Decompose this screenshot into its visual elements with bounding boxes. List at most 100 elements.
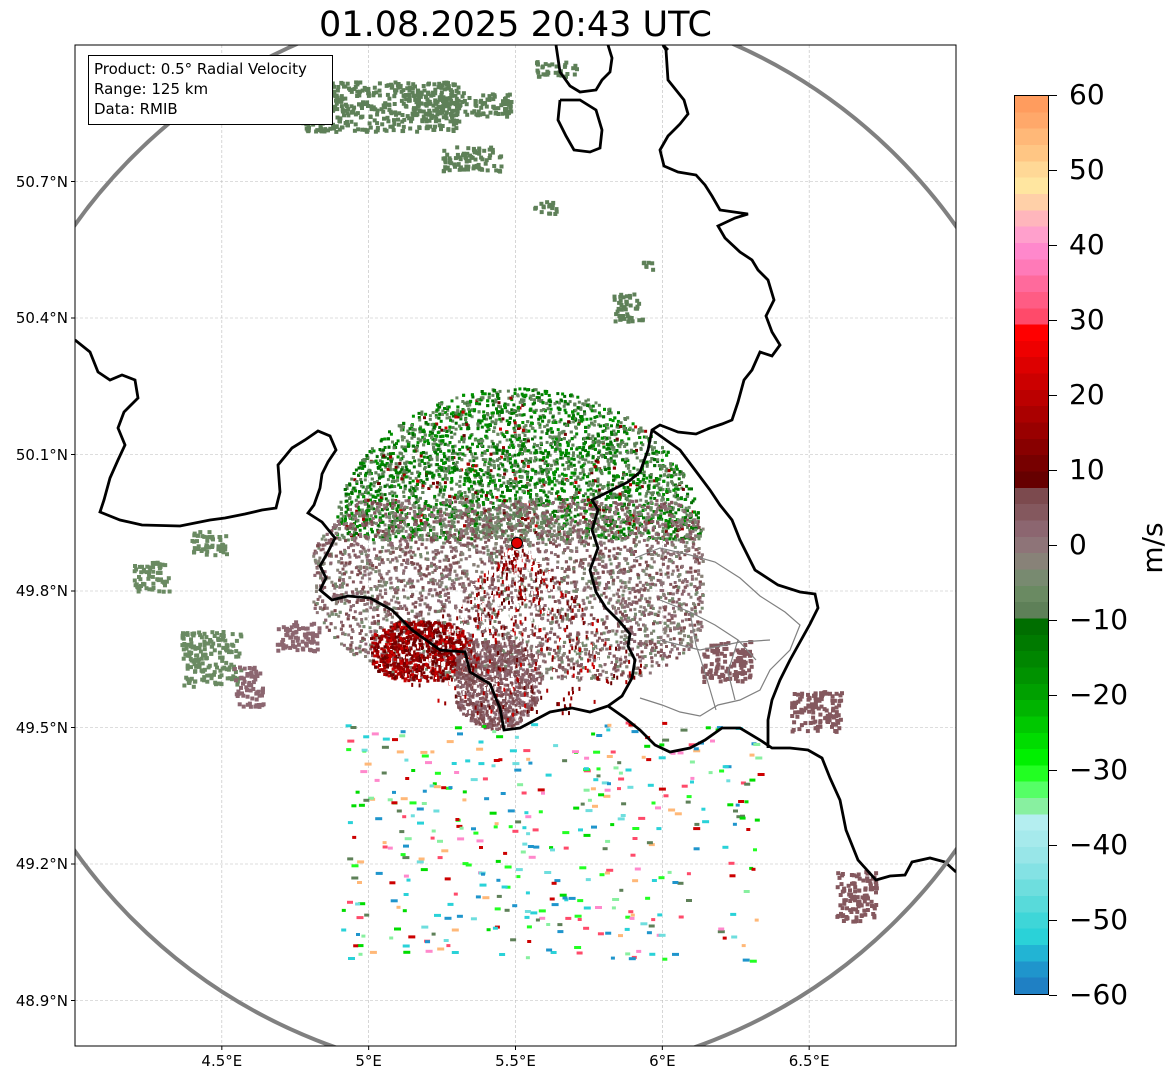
echo-pixel bbox=[649, 473, 653, 476]
echo-pixel bbox=[642, 477, 645, 481]
echo-pixel bbox=[395, 442, 398, 446]
echo-pixel bbox=[529, 488, 533, 492]
echo-pixel bbox=[364, 518, 368, 522]
echo-pixel bbox=[639, 459, 643, 463]
echo-pixel bbox=[505, 499, 509, 503]
echo-pixel bbox=[517, 515, 521, 519]
echo-pixel bbox=[497, 467, 501, 471]
echo-pixel bbox=[502, 511, 506, 515]
echo-pixel bbox=[547, 524, 551, 528]
echo-pixel bbox=[386, 437, 390, 441]
echo-pixel bbox=[397, 471, 401, 475]
echo-pixel bbox=[615, 437, 619, 441]
echo-pixel bbox=[601, 455, 605, 459]
echo-pixel bbox=[591, 404, 595, 408]
echo-pixel bbox=[535, 521, 539, 525]
echo-pixel bbox=[387, 445, 391, 449]
echo-pixel bbox=[569, 394, 572, 398]
echo-pixel bbox=[423, 416, 426, 420]
echo-pixel bbox=[555, 467, 559, 471]
echo-pixel bbox=[380, 534, 384, 538]
echo-pixel bbox=[632, 450, 636, 454]
echo-pixel bbox=[426, 422, 430, 426]
echo-pixel bbox=[697, 537, 701, 541]
echo-pixel bbox=[442, 531, 446, 534]
echo-pixel bbox=[537, 503, 541, 507]
echo-pixel bbox=[521, 484, 525, 488]
echo-pixel bbox=[628, 473, 632, 477]
echo-pixel bbox=[381, 474, 385, 478]
echo-pixel bbox=[515, 413, 519, 417]
echo-pixel bbox=[627, 522, 631, 525]
echo-pixel bbox=[622, 471, 626, 475]
echo-pixel bbox=[495, 530, 499, 534]
echo-pixel bbox=[597, 443, 601, 447]
echo-pixel bbox=[600, 472, 604, 476]
echo-pixel bbox=[560, 498, 563, 501]
echo-pixel bbox=[662, 493, 666, 496]
echo-pixel bbox=[601, 486, 605, 490]
echo-pixel bbox=[594, 528, 598, 532]
echo-pixel bbox=[549, 526, 553, 530]
echo-pixel bbox=[626, 451, 630, 455]
echo-pixel bbox=[485, 520, 489, 524]
echo-pixel bbox=[565, 518, 569, 522]
echo-pixel bbox=[513, 464, 516, 467]
echo-pixel bbox=[493, 507, 497, 511]
echo-pixel bbox=[494, 446, 498, 450]
echo-pixel bbox=[584, 449, 587, 453]
echo-pixel bbox=[455, 396, 459, 400]
echo-pixel bbox=[554, 497, 558, 501]
echo-pixel bbox=[496, 524, 500, 528]
echo-pixel bbox=[448, 441, 452, 445]
echo-pixel bbox=[486, 423, 490, 427]
echo-pixel bbox=[356, 495, 360, 499]
echo-pixel bbox=[477, 497, 481, 501]
echo-pixel bbox=[649, 445, 653, 449]
echo-pixel bbox=[665, 487, 669, 491]
echo-pixel bbox=[437, 473, 441, 477]
echo-pixel bbox=[435, 408, 439, 412]
echo-pixel bbox=[494, 418, 498, 422]
echo-pixel bbox=[518, 400, 522, 404]
echo-pixel bbox=[381, 472, 385, 476]
echo-pixel bbox=[464, 421, 468, 425]
echo-pixel bbox=[454, 421, 458, 425]
echo-pixel bbox=[354, 468, 358, 472]
echo-pixel bbox=[542, 490, 546, 494]
echo-pixel bbox=[471, 408, 475, 412]
echo-pixel bbox=[661, 446, 664, 450]
echo-pixel bbox=[626, 459, 630, 463]
echo-pixel bbox=[635, 441, 639, 445]
echo-pixel bbox=[352, 514, 355, 518]
echo-pixel bbox=[550, 430, 554, 434]
echo-pixel bbox=[451, 426, 455, 430]
echo-pixel bbox=[548, 517, 552, 521]
echo-pixel bbox=[603, 465, 607, 469]
echo-pixel bbox=[343, 488, 347, 491]
echo-pixel bbox=[444, 426, 448, 430]
echo-pixel bbox=[543, 504, 547, 508]
echo-pixel bbox=[458, 424, 462, 428]
echo-pixel bbox=[390, 459, 393, 463]
echo-pixel bbox=[652, 446, 656, 450]
echo-pixel bbox=[470, 452, 474, 456]
echo-pixel bbox=[680, 486, 684, 490]
echo-pixel bbox=[493, 478, 496, 482]
echo-pixel bbox=[445, 457, 449, 461]
echo-pixel bbox=[472, 464, 475, 467]
echo-pixel bbox=[566, 467, 570, 471]
echo-pixel bbox=[598, 483, 602, 487]
echo-pixel bbox=[526, 465, 530, 468]
echo-pixel bbox=[364, 473, 367, 477]
echo-pixel bbox=[444, 507, 448, 511]
echo-pixel bbox=[557, 447, 561, 451]
echo-pixel bbox=[547, 490, 551, 494]
echo-pixel bbox=[589, 492, 593, 496]
echo-pixel bbox=[654, 449, 658, 453]
echo-pixel bbox=[436, 431, 440, 435]
echo-pixel bbox=[531, 468, 535, 472]
echo-pixel bbox=[451, 470, 455, 474]
echo-pixel bbox=[605, 436, 609, 440]
